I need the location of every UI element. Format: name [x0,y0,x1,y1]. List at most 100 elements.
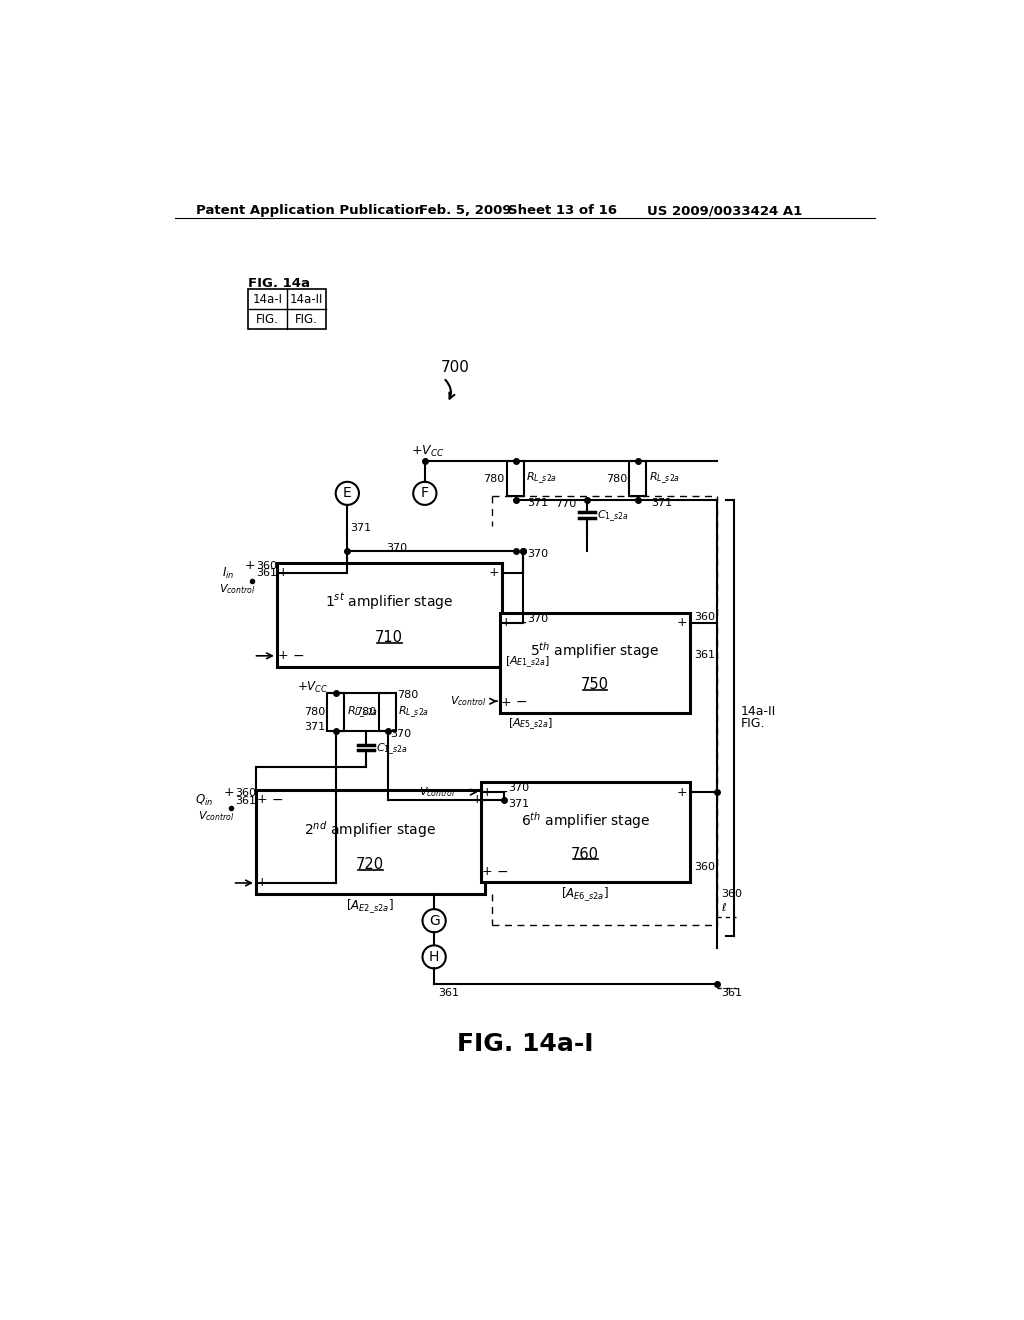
Text: Sheet 13 of 16: Sheet 13 of 16 [508,205,616,218]
Text: 370: 370 [527,614,548,624]
Text: $[A_{E5\_s2a}]$: $[A_{E5\_s2a}]$ [508,717,553,733]
Text: $Q_{in}$: $Q_{in}$ [195,793,213,808]
Text: 370: 370 [527,549,548,560]
Text: +: + [257,793,267,807]
Text: 14a-I: 14a-I [253,293,283,306]
Text: 371: 371 [508,799,528,809]
Text: 780: 780 [606,474,627,483]
Text: Feb. 5, 2009: Feb. 5, 2009 [419,205,511,218]
Text: −: − [516,696,527,709]
Text: $R_{L\_s2a}$: $R_{L\_s2a}$ [526,471,557,487]
Text: 14a-II: 14a-II [290,293,323,306]
Text: 371: 371 [304,722,326,731]
Text: +: + [677,785,687,799]
Text: +: + [677,616,687,630]
Bar [630,461,646,496]
Text: 370: 370 [508,783,528,793]
Text: $5^{th}$ amplifier stage: $5^{th}$ amplifier stage [530,640,659,661]
Bar [480,781,690,882]
Text: $R_{L\_s2a}$: $R_{L\_s2a}$ [649,471,680,487]
Bar [379,693,396,731]
Text: +: + [471,793,482,807]
Text: +: + [278,649,289,663]
Text: 371: 371 [527,498,548,508]
Text: +: + [245,560,255,573]
Text: 750: 750 [581,677,609,692]
Circle shape [423,909,445,932]
Bar [507,461,524,496]
Text: $I_{in}$: $I_{in}$ [222,566,234,581]
Text: 770: 770 [555,499,577,510]
Circle shape [423,945,445,969]
Bar [256,789,484,894]
Text: $V_{control}$: $V_{control}$ [198,809,234,822]
Text: 720: 720 [356,857,384,873]
Text: $V_{control}$: $V_{control}$ [419,785,456,799]
Text: $\ell$: $\ell$ [721,900,727,913]
Text: FIG.: FIG. [740,718,765,730]
Text: −: − [271,793,284,807]
Text: −: − [516,615,527,630]
Text: 361: 361 [693,649,715,660]
Text: $V_{control}$: $V_{control}$ [219,582,255,595]
Text: $+V_{CC}$: $+V_{CC}$ [411,444,444,458]
Text: +: + [488,566,499,579]
Text: +: + [481,865,493,878]
Text: +: + [223,787,233,800]
Text: $6^{th}$ amplifier stage: $6^{th}$ amplifier stage [520,809,650,830]
Text: 700: 700 [440,360,469,375]
Text: 361: 361 [721,989,741,998]
Text: 360: 360 [256,561,276,570]
Text: 371: 371 [651,498,672,508]
Text: 370: 370 [386,543,408,553]
Text: +: + [481,785,493,799]
Text: $[A_{E6\_s2a}]$: $[A_{E6\_s2a}]$ [561,884,609,903]
Text: $C_{1\_s2a}$: $C_{1\_s2a}$ [376,742,408,756]
Text: FIG.: FIG. [256,313,279,326]
Bar [500,612,690,713]
Text: 360: 360 [693,862,715,871]
Text: 361: 361 [234,796,256,805]
Text: 360: 360 [721,888,741,899]
Text: $2^{nd}$ amplifier stage: $2^{nd}$ amplifier stage [304,818,436,840]
Text: $R_{L\_s2a}$: $R_{L\_s2a}$ [398,705,430,719]
Text: $V_{control}$: $V_{control}$ [450,694,486,708]
Bar [328,693,344,731]
Circle shape [414,482,436,506]
Text: 760: 760 [571,846,599,862]
Text: FIG. 14a-I: FIG. 14a-I [457,1032,593,1056]
Text: 780: 780 [355,708,377,717]
Text: 371: 371 [350,523,372,533]
Text: +: + [278,566,289,579]
Text: F: F [421,486,429,500]
Text: 361: 361 [438,989,459,998]
Text: 361: 361 [256,569,276,578]
Text: 780: 780 [397,690,418,700]
Text: US 2009/0033424 A1: US 2009/0033424 A1 [647,205,803,218]
Text: −: − [293,566,304,579]
Text: Patent Application Publication: Patent Application Publication [197,205,424,218]
Bar [248,289,326,330]
Text: 360: 360 [234,788,256,797]
Text: −: − [271,876,284,890]
Text: 780: 780 [483,474,505,483]
Text: G: G [429,913,439,928]
Text: H: H [429,950,439,964]
Text: −: − [293,649,304,663]
Text: E: E [343,486,351,500]
Text: $C_{1\_s2a}$: $C_{1\_s2a}$ [597,508,629,524]
Text: 710: 710 [375,630,403,645]
Bar [276,562,502,667]
Text: 780: 780 [303,708,325,717]
Text: +: + [501,696,512,709]
Text: 370: 370 [390,730,411,739]
Text: +: + [257,876,267,890]
Text: $R_{L\_s2a}$: $R_{L\_s2a}$ [346,705,378,719]
Text: 360: 360 [693,611,715,622]
Text: FIG. 14a: FIG. 14a [248,277,310,289]
Text: 14a-II: 14a-II [740,705,775,718]
Text: $+V_{CC}$: $+V_{CC}$ [297,680,329,694]
Text: +: + [501,616,512,630]
Text: −: − [497,785,508,799]
Text: FIG.: FIG. [295,313,317,326]
